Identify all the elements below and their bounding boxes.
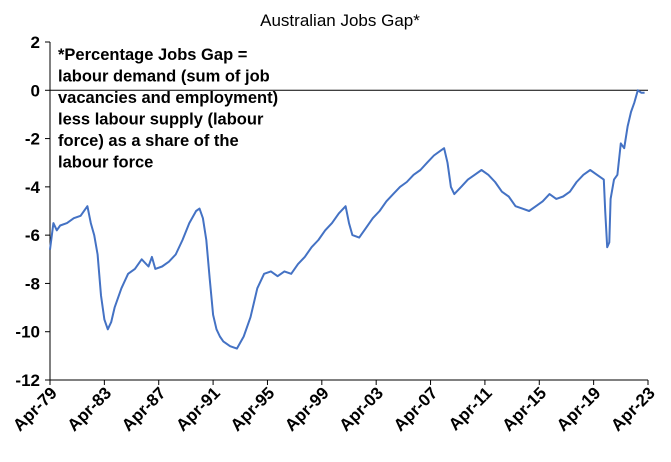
x-tick-label: Apr-91 — [172, 383, 224, 435]
x-tick-label: Apr-87 — [118, 383, 170, 435]
annotation-line: force) as a share of the — [58, 132, 239, 150]
x-tick-label: Apr-07 — [390, 383, 442, 435]
x-tick-label: Apr-83 — [64, 383, 116, 435]
y-tick-label: 2 — [31, 33, 40, 52]
y-tick-label: 0 — [31, 81, 40, 100]
annotation-line: less labour supply (labour — [58, 111, 264, 129]
x-tick-label: Apr-79 — [9, 383, 61, 435]
x-axis: Apr-79 Apr-83 Apr-87 Apr-91 Apr-95 Apr-99 Apr-… — [9, 379, 659, 435]
y-tick-label: -8 — [25, 274, 40, 293]
series-group — [49, 89, 645, 350]
y-tick-label: -6 — [25, 226, 40, 245]
series-line-0 — [49, 89, 645, 350]
y-tick-label: -4 — [25, 178, 41, 197]
y-tick-label: -12 — [15, 371, 40, 390]
chart-title: Australian Jobs Gap* — [260, 11, 420, 30]
x-tick-label: Apr-15 — [499, 383, 551, 435]
x-tick-label: Apr-19 — [553, 383, 605, 435]
y-tick-label: -10 — [15, 323, 40, 342]
annotation-line: *Percentage Jobs Gap = — [58, 46, 247, 64]
annotation-line: vacancies and employment) — [58, 89, 278, 107]
x-tick-label: Apr-95 — [227, 383, 279, 435]
chart-annotation: *Percentage Jobs Gap = labour demand (sum… — [58, 46, 278, 172]
annotation-line: labour force — [58, 154, 153, 172]
x-tick-label: Apr-11 — [445, 383, 496, 434]
x-tick-label: Apr-03 — [335, 383, 387, 435]
x-tick-label: Apr-23 — [607, 383, 659, 435]
annotation-line: labour demand (sum of job — [58, 68, 270, 86]
x-tick-label: Apr-99 — [281, 383, 333, 435]
y-axis: 2 0 -2 -4 -6 -8 -10 -12 — [15, 33, 51, 390]
y-tick-label: -2 — [25, 130, 40, 149]
